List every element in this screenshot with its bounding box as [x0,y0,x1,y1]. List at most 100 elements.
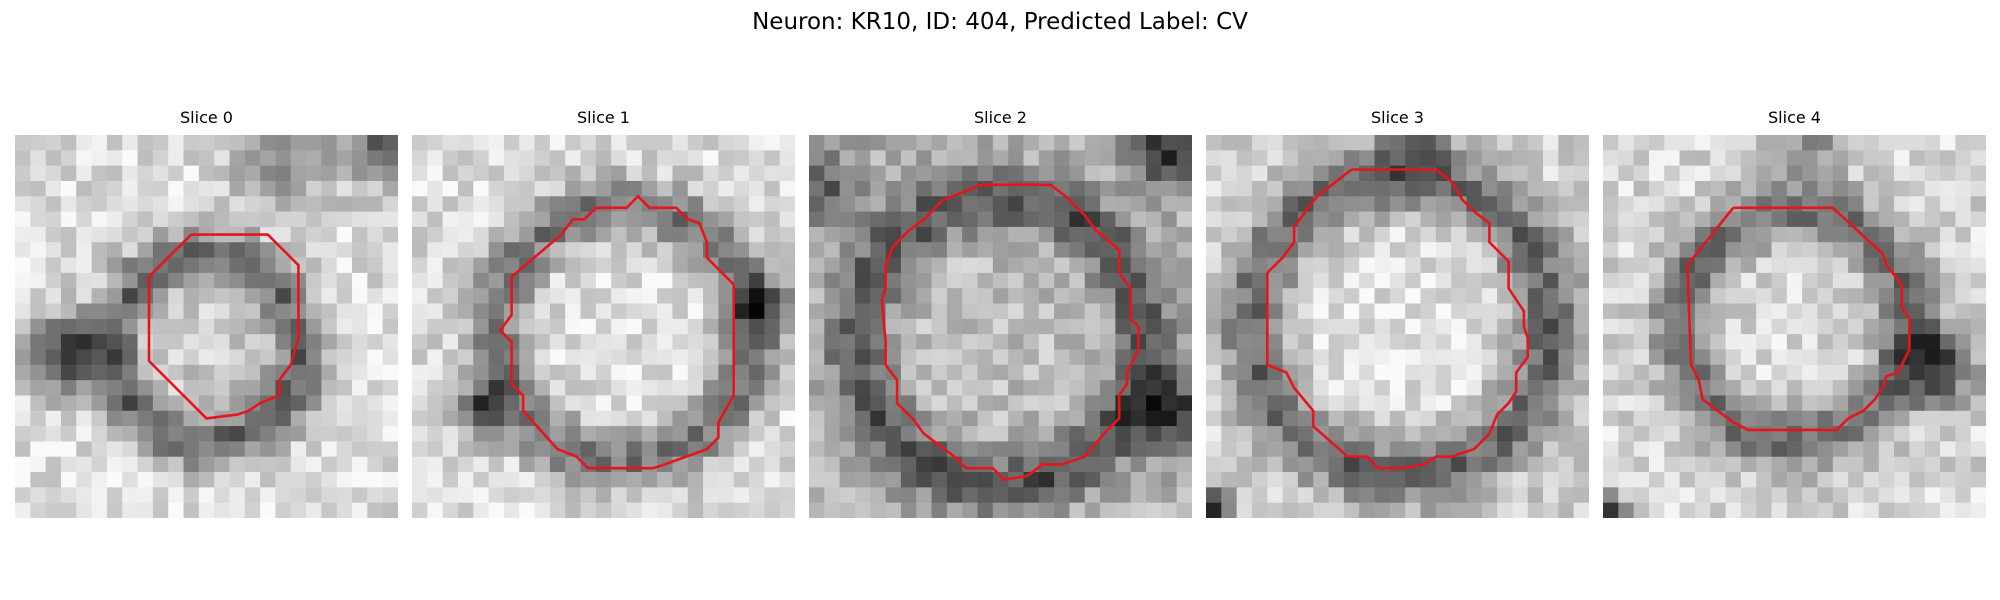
pixel-cell [1466,426,1483,442]
pixel-cell [687,410,704,427]
pixel-cell [1802,180,1819,197]
pixel-cell [703,196,719,213]
pixel-cell [321,487,338,504]
pixel-cell [1313,349,1330,366]
pixel-cell [1618,349,1635,366]
pixel-cell [779,318,795,335]
pixel-cell [1924,364,1941,381]
pixel-cell [106,196,123,213]
pixel-cell [183,150,200,167]
pixel-cell [1786,288,1803,305]
pixel-cell [885,226,902,243]
pixel-cell [1313,165,1330,182]
pixel-cell [1558,196,1575,213]
pixel-cell [1008,303,1025,320]
pixel-cell [611,318,628,335]
pixel-cell [1251,135,1268,151]
pixel-cell [1115,226,1132,243]
pixel-cell [809,135,825,151]
pixel-cell [76,303,93,320]
pixel-cell [30,410,47,427]
pixel-cell [718,456,735,473]
pixel-cell [1802,441,1819,458]
pixel-cell [1573,196,1589,213]
pixel-cell [1955,487,1972,504]
pixel-cell [1435,135,1452,151]
pixel-cell [1909,487,1926,504]
pixel-cell [321,395,338,412]
pixel-cell [473,180,490,197]
pixel-cell [1176,150,1192,167]
pixel-cell [1832,487,1849,504]
pixel-cell [641,395,658,412]
pixel-cell [1848,257,1865,274]
pixel-cell [718,472,735,488]
pixel-cell [260,272,277,289]
pixel-cell [1420,180,1437,197]
pixel-cell [1466,380,1483,397]
pixel-cell [1694,272,1711,289]
pixel-cell [839,135,856,151]
pixel-cell [1389,150,1406,167]
pixel-cell [1924,334,1941,351]
pixel-cell [427,196,444,213]
pixel-cell [824,364,841,381]
pixel-cell [992,502,1009,518]
pixel-cell [1756,318,1773,335]
pixel-cell [1848,487,1865,504]
pixel-cell [45,226,62,243]
pixel-cell [321,456,338,473]
pixel-cell [106,441,123,458]
pixel-cell [1251,487,1268,504]
pixel-cell [824,487,841,504]
pixel-cell [1603,456,1619,473]
pixel-cell [412,426,428,442]
pixel-cell [352,502,368,518]
pixel-cell [168,196,185,213]
pixel-cell [687,426,704,442]
pixel-cell [1679,380,1696,397]
pixel-cell [1161,502,1178,518]
pixel-cell [962,165,979,182]
pixel-cell [580,380,597,397]
pixel-cell [1771,334,1788,351]
pixel-cell [992,135,1009,151]
pixel-cell [473,334,490,351]
pixel-cell [1679,226,1696,243]
pixel-cell [1146,318,1162,335]
pixel-cell [1894,426,1910,442]
pixel-cell [1710,318,1727,335]
pixel-cell [1008,226,1025,243]
pixel-cell [60,426,77,442]
pixel-cell [1100,150,1116,167]
pixel-cell [1206,395,1222,412]
pixel-cell [1100,456,1116,473]
pixel-cell [229,150,246,167]
pixel-cell [1008,349,1025,366]
pixel-cell [442,288,459,305]
pixel-cell [1267,472,1284,488]
pixel-cell [519,364,536,381]
pixel-cell [1878,410,1895,427]
pixel-cell [1038,334,1055,351]
pixel-cell [442,456,459,473]
pixel-cell [703,349,719,366]
pixel-cell [1297,334,1314,351]
pixel-cell [1282,180,1299,197]
pixel-cell [1558,226,1575,243]
pixel-cell [1664,349,1681,366]
pixel-cell [519,226,536,243]
pixel-cell [595,180,612,197]
pixel-cell [1206,226,1222,243]
pixel-cell [1955,426,1972,442]
pixel-cell [1343,226,1360,243]
pixel-cell [931,303,948,320]
pixel-cell [336,180,353,197]
pixel-cell [626,288,643,305]
pixel-cell [1206,502,1222,518]
pixel-cell [198,349,215,366]
pixel-cell [473,364,490,381]
pixel-cell [1970,288,1986,305]
pixel-cell [229,472,246,488]
pixel-cell [1313,472,1330,488]
